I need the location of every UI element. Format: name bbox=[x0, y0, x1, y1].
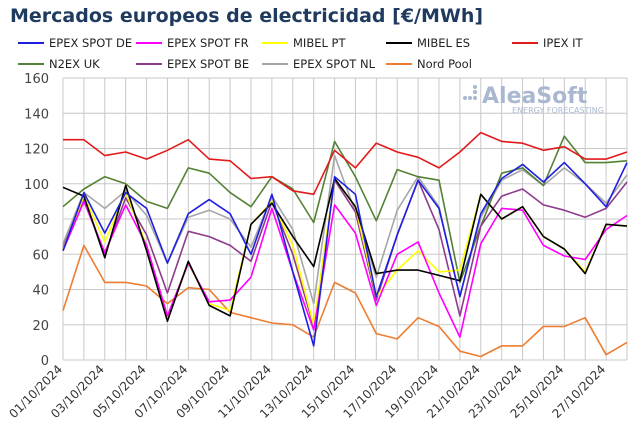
legend-item: MIBEL PT bbox=[262, 36, 346, 50]
y-tick-label: 120 bbox=[24, 143, 49, 158]
legend-swatch bbox=[18, 42, 44, 44]
series-line-ipex-it bbox=[63, 131, 628, 196]
watermark-logo-dot bbox=[463, 96, 467, 100]
series-line-nord-pool bbox=[62, 244, 628, 358]
series-line-epex-spot-fr bbox=[62, 200, 628, 338]
legend-label: N2EX UK bbox=[49, 57, 100, 71]
legend-swatch bbox=[386, 42, 412, 44]
legend-item: N2EX UK bbox=[18, 57, 100, 71]
y-tick-label: 80 bbox=[32, 213, 49, 228]
legend-item: EPEX SPOT NL bbox=[262, 57, 375, 71]
series-line-mibel-es bbox=[62, 177, 628, 323]
watermark-logo-dot bbox=[473, 96, 477, 100]
series-line-epex-spot-be bbox=[62, 179, 628, 328]
legend-item: IPEX IT bbox=[512, 36, 583, 50]
legend-item: EPEX SPOT DE bbox=[18, 36, 132, 50]
legend-swatch bbox=[136, 42, 162, 44]
legend-swatch bbox=[512, 42, 538, 44]
chart-title: Mercados europeos de electricidad [€/MWh… bbox=[10, 5, 484, 27]
legend-label: MIBEL ES bbox=[417, 36, 471, 50]
legend-swatch bbox=[18, 63, 44, 65]
y-tick-label: 40 bbox=[32, 284, 49, 299]
legend-item: Nord Pool bbox=[386, 57, 472, 71]
series-line-epex-spot-de bbox=[62, 161, 628, 347]
legend-label: EPEX SPOT BE bbox=[167, 57, 250, 71]
legend-item: EPEX SPOT FR bbox=[136, 36, 249, 50]
legend-label: EPEX SPOT FR bbox=[167, 36, 249, 50]
y-tick-label: 100 bbox=[24, 178, 49, 193]
legend-label: EPEX SPOT NL bbox=[293, 57, 375, 71]
y-tick-label: 60 bbox=[32, 248, 49, 263]
y-tick-label: 0 bbox=[41, 354, 49, 369]
legend-item: MIBEL ES bbox=[386, 36, 470, 50]
legend-label: IPEX IT bbox=[543, 36, 583, 50]
legend-item: EPEX SPOT BE bbox=[136, 57, 249, 71]
watermark-logo-dot bbox=[473, 90, 477, 94]
y-tick-label: 20 bbox=[32, 319, 49, 334]
legend-label: EPEX SPOT DE bbox=[49, 36, 133, 50]
legend-swatch bbox=[262, 42, 288, 44]
legend-swatch bbox=[386, 63, 412, 65]
legend-swatch bbox=[136, 63, 162, 65]
watermark-logo-dot bbox=[468, 96, 472, 100]
watermark-brand: AleaSoft bbox=[482, 84, 588, 109]
y-tick-label: 160 bbox=[24, 72, 49, 87]
legend-label: Nord Pool bbox=[417, 57, 472, 71]
y-tick-label: 140 bbox=[24, 107, 49, 122]
legend-swatch bbox=[262, 63, 288, 65]
watermark-logo-dot bbox=[473, 85, 477, 89]
watermark-tagline: ENERGY FORECASTING bbox=[512, 106, 604, 115]
legend-label: MIBEL PT bbox=[293, 36, 346, 50]
series-line-epex-spot-nl bbox=[62, 154, 628, 305]
